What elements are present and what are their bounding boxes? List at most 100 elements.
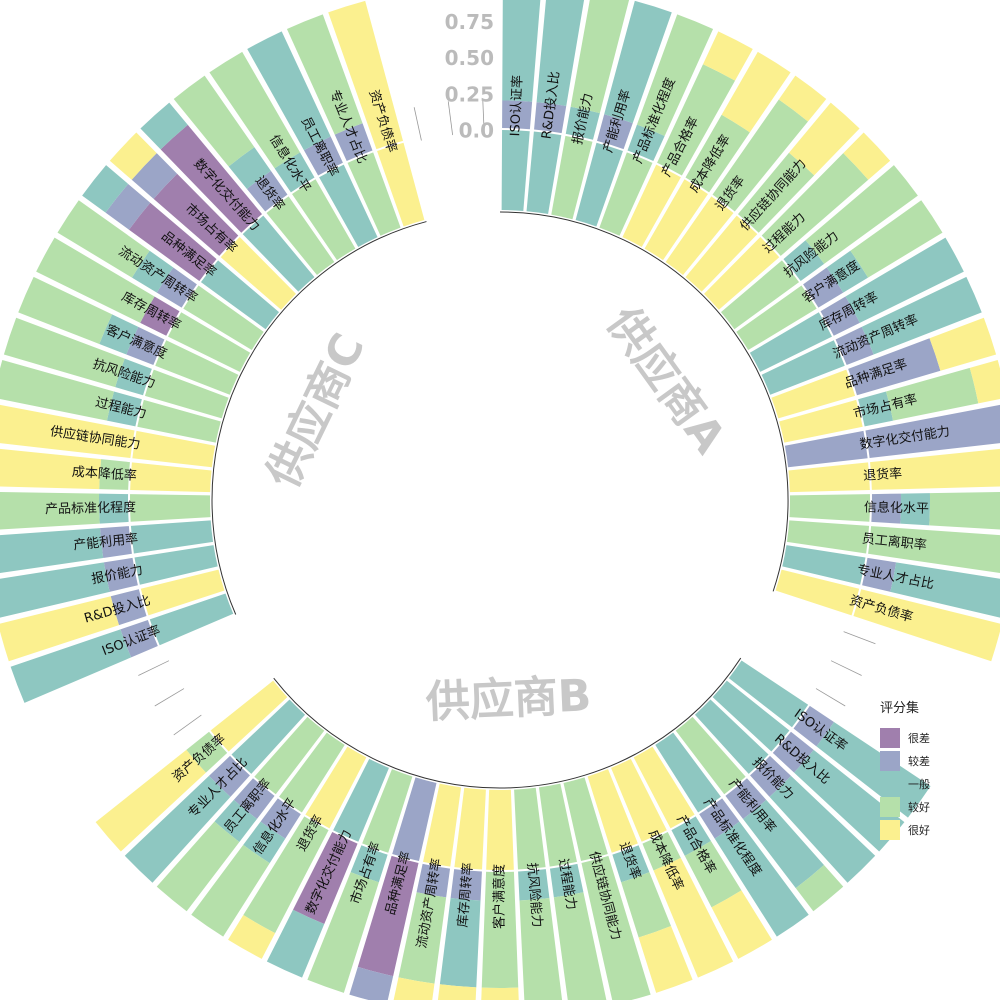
bar-segment bbox=[274, 152, 315, 193]
bar-segment bbox=[865, 404, 1000, 458]
bar-segment bbox=[186, 731, 228, 773]
label-band bbox=[347, 152, 401, 236]
label-band bbox=[134, 545, 218, 585]
label-band bbox=[231, 699, 306, 774]
label-band bbox=[526, 131, 562, 215]
label-band bbox=[130, 462, 212, 493]
bar-segment bbox=[247, 31, 331, 151]
bar-segment bbox=[243, 816, 329, 934]
bar-segment bbox=[769, 775, 876, 883]
bar-segment bbox=[826, 250, 869, 293]
bar-segment bbox=[850, 200, 943, 278]
gap-tick bbox=[413, 107, 422, 141]
label-band bbox=[423, 783, 462, 867]
label-band bbox=[720, 260, 800, 330]
label-band bbox=[501, 130, 530, 211]
bar-segment bbox=[750, 755, 792, 797]
bar-segment bbox=[858, 391, 894, 427]
bar-segment bbox=[685, 114, 750, 193]
bar-segment bbox=[725, 778, 767, 819]
label-band bbox=[220, 237, 296, 310]
bar-segment bbox=[3, 317, 125, 388]
label-band bbox=[362, 769, 413, 853]
bar-segment bbox=[57, 200, 150, 278]
label-band bbox=[633, 746, 695, 829]
label-band bbox=[319, 164, 378, 248]
bar-segment bbox=[761, 153, 869, 256]
label-band bbox=[132, 430, 216, 468]
label-band bbox=[140, 569, 225, 616]
bar-segment bbox=[929, 317, 997, 371]
radial-axis: 0.00.250.500.751.00 bbox=[445, 10, 494, 143]
item-label: 产能利用率 bbox=[73, 531, 139, 554]
group-arc bbox=[273, 657, 742, 789]
bar-segment bbox=[126, 326, 165, 365]
label-band bbox=[694, 699, 769, 774]
bar-segment bbox=[929, 492, 1000, 530]
bar-segment bbox=[99, 314, 139, 355]
label-band bbox=[514, 787, 546, 870]
bar-segment bbox=[816, 721, 931, 818]
item-label: 抗风险能力 bbox=[524, 862, 545, 928]
bar-segment bbox=[0, 562, 110, 618]
group-label: 供应商A bbox=[597, 298, 735, 463]
bar-segment bbox=[671, 816, 711, 856]
bar-segment bbox=[209, 51, 301, 169]
label-band bbox=[675, 716, 746, 795]
bar-segment bbox=[502, 100, 533, 130]
bar-segment bbox=[98, 493, 129, 524]
bar-segment bbox=[627, 124, 665, 162]
item-label: 信息化水平 bbox=[864, 499, 929, 516]
label-band bbox=[771, 369, 856, 419]
bar-segment bbox=[835, 326, 874, 365]
legend-entry: 很好 bbox=[908, 823, 930, 837]
bar-segment bbox=[233, 778, 275, 819]
bar-segment bbox=[481, 987, 519, 1000]
bar-segment bbox=[109, 132, 157, 180]
bar-segment bbox=[699, 798, 740, 839]
bar-segment bbox=[307, 872, 379, 993]
bar-segment bbox=[868, 526, 1000, 574]
y-tick-label: 0.75 bbox=[445, 10, 494, 34]
bar-segment bbox=[99, 459, 130, 490]
bar-segment bbox=[156, 267, 197, 308]
bar-segment bbox=[886, 367, 979, 421]
bar-segment bbox=[0, 596, 119, 662]
label-band bbox=[599, 152, 653, 236]
item-label: 库存周转率 bbox=[455, 862, 477, 928]
bar-segment bbox=[861, 276, 982, 355]
bar-segment bbox=[0, 528, 104, 574]
bar-segment bbox=[862, 557, 897, 592]
label-band bbox=[130, 520, 214, 554]
label-band bbox=[292, 179, 356, 261]
bar-segment bbox=[0, 360, 114, 421]
bar-segment bbox=[328, 0, 403, 150]
bar-segment bbox=[853, 589, 1000, 662]
bar-segment bbox=[131, 153, 178, 199]
bar-segment bbox=[131, 250, 174, 293]
bar-segment bbox=[969, 360, 1000, 404]
label-band bbox=[784, 430, 868, 468]
group-arc bbox=[499, 211, 789, 592]
bar-segment bbox=[793, 705, 834, 747]
bar-segment bbox=[642, 832, 681, 871]
label-band bbox=[183, 285, 264, 351]
bar-segment bbox=[398, 892, 447, 984]
bar-segment bbox=[439, 897, 481, 988]
bar-segment bbox=[597, 114, 633, 150]
bar-segment bbox=[502, 0, 541, 102]
label-band bbox=[551, 135, 593, 220]
bar-segment bbox=[246, 170, 288, 212]
label-band bbox=[622, 164, 681, 248]
bar-segment bbox=[450, 869, 482, 901]
bar-segment bbox=[82, 165, 129, 213]
bar-segment bbox=[612, 845, 650, 883]
label-band bbox=[788, 462, 870, 493]
bar-segment bbox=[712, 99, 808, 212]
label-band bbox=[786, 520, 870, 554]
label-band bbox=[392, 777, 437, 862]
bar-segment bbox=[160, 124, 263, 233]
label-band bbox=[736, 285, 817, 351]
label-band bbox=[575, 142, 623, 227]
